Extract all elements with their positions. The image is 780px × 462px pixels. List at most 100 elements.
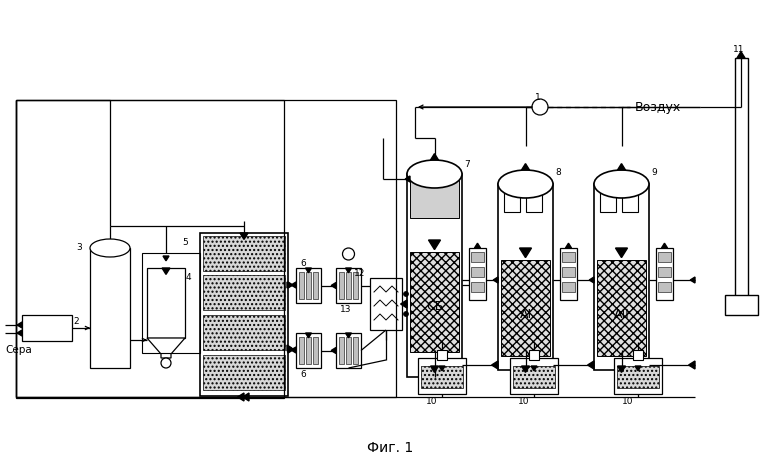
Bar	[471, 252, 484, 262]
Polygon shape	[291, 347, 296, 353]
Text: СБ: СБ	[426, 300, 443, 314]
Polygon shape	[291, 282, 296, 288]
Text: 10: 10	[426, 397, 438, 406]
Bar	[658, 252, 671, 262]
Text: 3: 3	[76, 243, 82, 252]
Bar	[353, 337, 358, 364]
Polygon shape	[474, 243, 480, 248]
Bar	[313, 272, 318, 299]
Text: АI: АI	[519, 309, 531, 322]
Polygon shape	[522, 164, 530, 170]
Bar	[656, 248, 673, 300]
Bar	[313, 337, 318, 364]
Bar	[735, 58, 748, 308]
Ellipse shape	[90, 239, 130, 257]
Polygon shape	[17, 330, 22, 336]
Polygon shape	[405, 176, 410, 182]
Bar	[725, 295, 758, 315]
Polygon shape	[618, 366, 626, 372]
Polygon shape	[238, 393, 244, 401]
Bar	[203, 275, 285, 310]
Bar	[513, 366, 555, 388]
Bar	[296, 333, 321, 368]
Polygon shape	[17, 322, 22, 328]
Bar	[504, 190, 520, 212]
Bar	[498, 184, 553, 370]
Polygon shape	[618, 164, 626, 170]
Polygon shape	[346, 333, 352, 338]
Bar	[658, 282, 671, 292]
Bar	[16, 100, 396, 397]
Text: 11: 11	[733, 45, 744, 54]
Polygon shape	[162, 268, 170, 274]
Polygon shape	[147, 338, 185, 358]
Bar	[410, 252, 459, 352]
Bar	[336, 333, 361, 368]
Text: Сера: Сера	[5, 345, 32, 355]
Polygon shape	[689, 361, 695, 369]
Bar	[562, 282, 575, 292]
Polygon shape	[332, 282, 336, 288]
Polygon shape	[519, 248, 531, 258]
Text: Фиг. 1: Фиг. 1	[367, 441, 413, 455]
Polygon shape	[306, 333, 311, 338]
Polygon shape	[306, 268, 311, 273]
Text: Воздух: Воздух	[635, 101, 681, 114]
Bar	[471, 267, 484, 277]
Bar	[614, 358, 662, 394]
Bar	[510, 358, 558, 394]
Text: 7: 7	[464, 160, 470, 169]
Circle shape	[532, 99, 548, 115]
Text: 4: 4	[186, 273, 192, 282]
Polygon shape	[288, 347, 292, 353]
Polygon shape	[589, 277, 594, 283]
Bar	[529, 350, 539, 360]
Polygon shape	[240, 233, 248, 239]
Bar	[147, 268, 185, 338]
Ellipse shape	[594, 170, 649, 198]
Text: 9: 9	[651, 168, 657, 177]
Polygon shape	[401, 300, 407, 308]
Text: 1: 1	[535, 93, 541, 102]
Bar	[299, 272, 304, 299]
Bar	[526, 190, 542, 212]
Polygon shape	[243, 393, 249, 401]
Bar	[501, 260, 550, 356]
Bar	[418, 358, 466, 394]
Polygon shape	[522, 366, 530, 372]
Bar	[346, 337, 351, 364]
Bar	[296, 268, 321, 303]
Polygon shape	[288, 282, 292, 288]
Bar	[203, 315, 285, 350]
Bar	[617, 366, 659, 388]
Bar	[594, 184, 649, 370]
Text: 10: 10	[622, 397, 633, 406]
Bar	[597, 260, 646, 356]
Polygon shape	[531, 366, 537, 371]
Bar	[142, 253, 200, 353]
Bar	[622, 190, 638, 212]
Polygon shape	[287, 345, 292, 351]
Bar	[469, 248, 486, 300]
Bar	[22, 315, 72, 341]
Polygon shape	[566, 243, 572, 248]
Bar	[339, 272, 344, 299]
Circle shape	[403, 311, 409, 316]
Bar	[203, 236, 285, 271]
Ellipse shape	[407, 160, 462, 188]
Bar	[600, 190, 616, 212]
Bar	[90, 248, 130, 368]
Polygon shape	[428, 240, 441, 249]
Bar	[633, 350, 643, 360]
Text: 10: 10	[518, 397, 530, 406]
Polygon shape	[635, 366, 641, 371]
Bar	[562, 252, 575, 262]
Bar	[407, 174, 462, 377]
Bar	[306, 272, 311, 299]
Ellipse shape	[498, 170, 553, 198]
Bar	[560, 248, 577, 300]
Bar	[658, 267, 671, 277]
Bar	[437, 350, 447, 360]
Text: 6: 6	[300, 259, 306, 268]
Polygon shape	[439, 366, 445, 371]
